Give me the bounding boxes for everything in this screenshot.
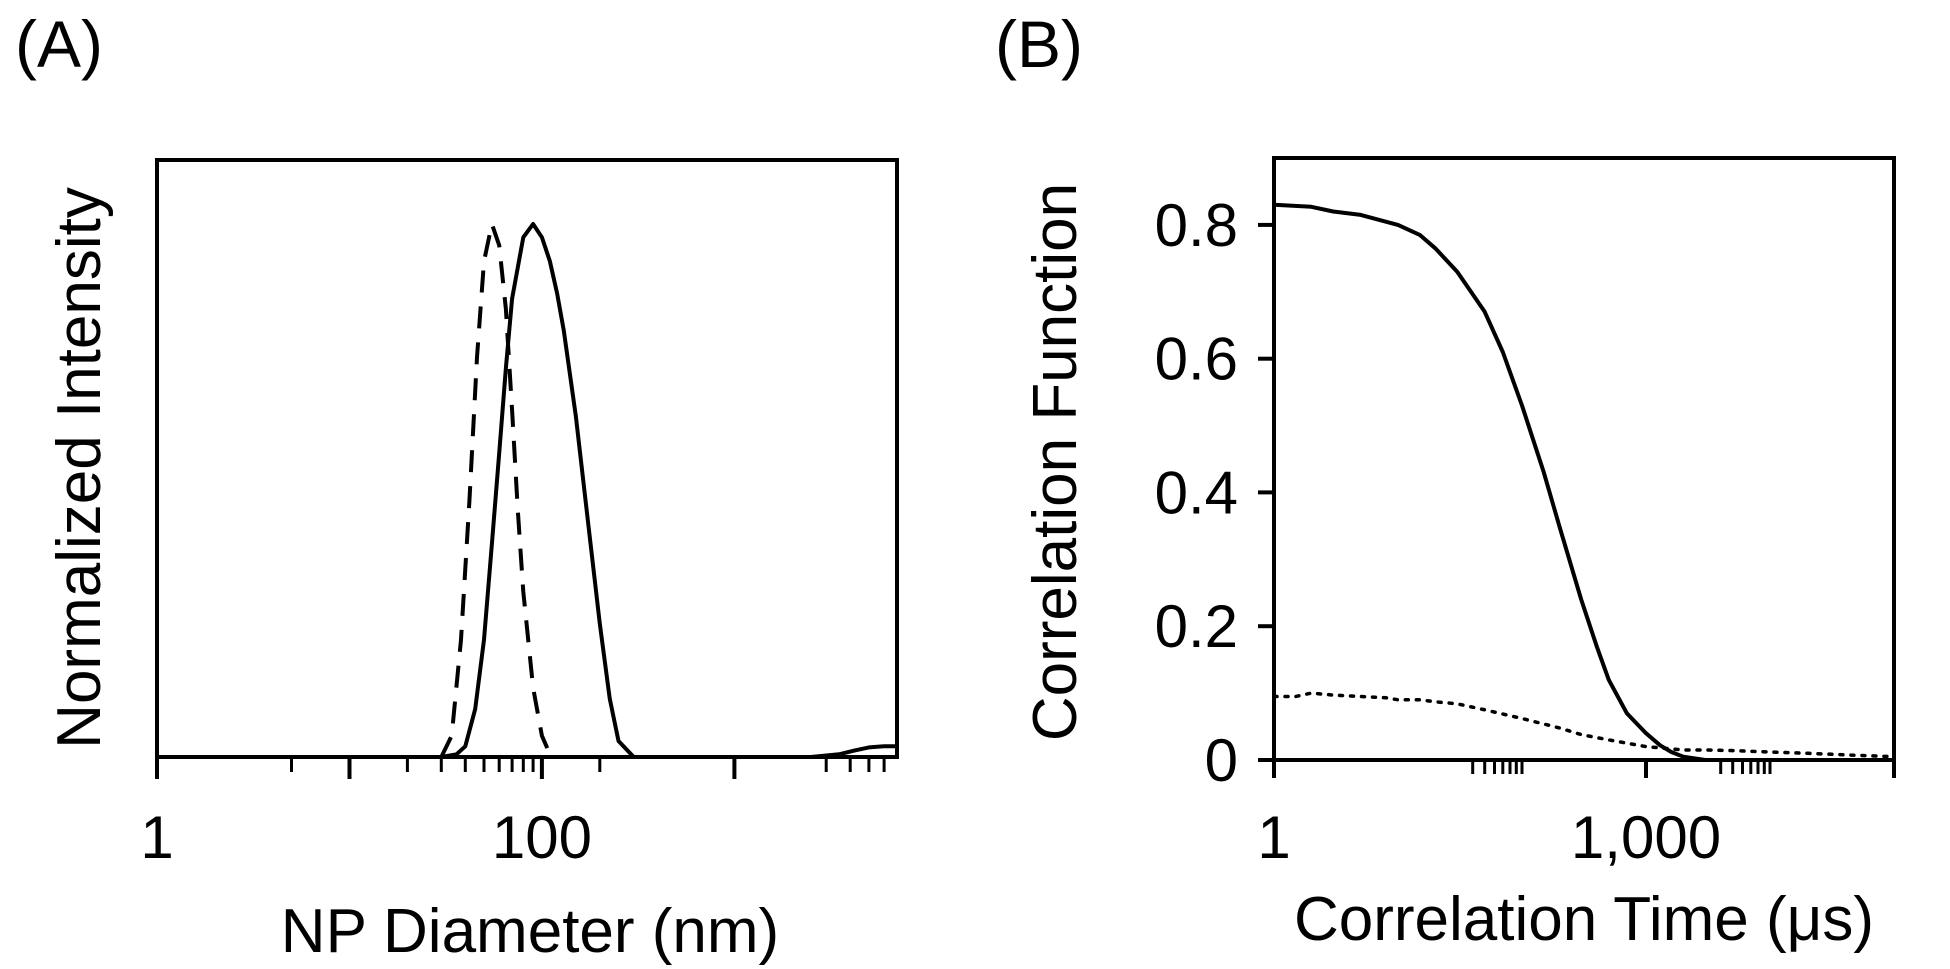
panel-b-marks <box>1274 202 1894 762</box>
panel-b-y-tick-label: 0.2 <box>1155 593 1238 660</box>
panel-b-x-tick-label: 1 <box>1257 804 1290 871</box>
panel-b-y-tick-label: 0.8 <box>1155 192 1238 259</box>
panel-b-y-axis-label: Correlation Function <box>1021 183 1090 741</box>
panel-a-label: (A) <box>15 7 103 81</box>
panel-a-ticks <box>155 757 886 779</box>
panel-a-x-tick-labels: 1 100 <box>140 804 592 871</box>
panel-b-ticks <box>1258 222 1896 778</box>
panel-a-x-axis-label: NP Diameter (nm) <box>281 897 779 966</box>
panel-a-plot-frame <box>155 158 899 759</box>
panel-a-marks <box>157 222 897 759</box>
panel-b-x-tick-label: 1,000 <box>1571 804 1721 871</box>
panel-b-x-tick-labels: 1 1,000 <box>1257 804 1721 871</box>
panel-b-y-tick-label: 0 <box>1205 727 1238 794</box>
panel-a-x-tick-label: 100 <box>492 804 592 871</box>
panel-b-y-tick-label: 0.6 <box>1155 326 1238 393</box>
panel-a-y-axis-label: Normalized Intensity <box>45 187 114 749</box>
panel-a-series-solid <box>157 222 897 759</box>
panel-a: (A) 1 100 NP Diameter (nm) Normalized Int… <box>15 7 899 966</box>
panel-b-x-axis-label: Correlation Time (μs) <box>1294 885 1874 954</box>
panel-b-plot-frame <box>1272 156 1896 762</box>
panel-b-series-dotted <box>1274 691 1894 759</box>
panel-b-series-solid <box>1274 202 1894 762</box>
panel-b: (B) 1 1,000 0 0.2 0.4 0.6 0.8 Correlation Tim… <box>995 7 1896 954</box>
panel-a-series-dashed <box>439 222 555 759</box>
panel-b-label: (B) <box>995 7 1083 81</box>
panel-a-x-tick-label: 1 <box>140 804 173 871</box>
panel-b-y-tick-label: 0.4 <box>1155 459 1238 526</box>
panel-b-y-tick-labels: 0 0.2 0.4 0.6 0.8 <box>1155 192 1238 794</box>
